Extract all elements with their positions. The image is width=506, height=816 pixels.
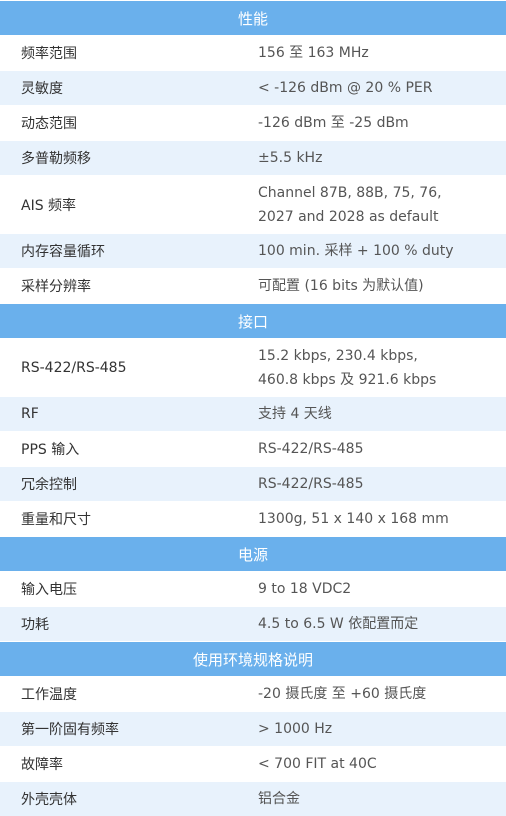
spec-row: 重量和尺寸 1300g, 51 x 140 x 168 mm — [0, 501, 506, 536]
spec-row: 功耗 4.5 to 6.5 W 依配置而定 — [0, 606, 506, 641]
spec-row: 采样分辨率 可配置 (16 bits 为默认值) — [0, 268, 506, 303]
spec-value-line: < 700 FIT at 40C — [258, 756, 377, 772]
section-header: 接口 — [0, 303, 506, 338]
spec-row: 故障率 < 700 FIT at 40C — [0, 746, 506, 781]
spec-label: 多普勒频移 — [21, 151, 91, 167]
spec-label: 频率范围 — [21, 46, 77, 62]
spec-value-line: 4.5 to 6.5 W 依配置而定 — [258, 616, 419, 632]
spec-label: AIS 频率 — [21, 197, 77, 214]
spec-value: < 700 FIT at 40C — [237, 752, 506, 776]
spec-value-line: > 1000 Hz — [258, 721, 333, 737]
spec-value-line: Channel 87B, 88B, 75, 76, — [258, 184, 442, 201]
spec-row: AIS 频率 Channel 87B, 88B, 75, 76, 2027 and … — [0, 175, 506, 233]
spec-row: 内存容量循环 100 min. 采样 + 100 % duty — [0, 233, 506, 268]
section-header: 性能 — [0, 0, 506, 35]
spec-value: 15.2 kbps, 230.4 kbps, 460.8 kbps 及 921.6… — [237, 344, 506, 392]
spec-value-line: 460.8 kbps 及 921.6 kbps — [258, 371, 437, 388]
spec-row: 多普勒频移 ±5.5 kHz — [0, 140, 506, 175]
spec-value: ±5.5 kHz — [237, 146, 506, 170]
spec-value-line: -126 dBm 至 -25 dBm — [258, 115, 409, 131]
spec-label: PPS 输入 — [21, 442, 80, 458]
section-header: 使用环境规格说明 — [0, 641, 506, 676]
spec-value: 156 至 163 MHz — [237, 41, 506, 65]
spec-label: 外壳壳体 — [21, 792, 77, 808]
spec-value: 4.5 to 6.5 W 依配置而定 — [237, 612, 506, 636]
spec-value: RS-422/RS-485 — [237, 437, 506, 461]
spec-value: -126 dBm 至 -25 dBm — [237, 111, 506, 135]
spec-value-line: RS-422/RS-485 — [258, 476, 364, 492]
spec-value: 支持 4 天线 — [237, 402, 506, 426]
spec-value-line: 9 to 18 VDC2 — [258, 581, 352, 597]
spec-value: < -126 dBm @ 20 % PER — [237, 76, 506, 100]
spec-value: 9 to 18 VDC2 — [237, 577, 506, 601]
spec-row: 输入电压 9 to 18 VDC2 — [0, 571, 506, 606]
spec-row: 动态范围 -126 dBm 至 -25 dBm — [0, 105, 506, 140]
spec-value: RS-422/RS-485 — [237, 472, 506, 496]
spec-label: 内存容量循环 — [21, 244, 105, 260]
spec-value-line: 15.2 kbps, 230.4 kbps, — [258, 347, 418, 364]
spec-value-line: 156 至 163 MHz — [258, 45, 369, 61]
spec-label: 冗余控制 — [21, 477, 77, 493]
spec-value: 1300g, 51 x 140 x 168 mm — [237, 507, 506, 531]
spec-row: PPS 输入 RS-422/RS-485 — [0, 431, 506, 466]
spec-row: 第一阶固有频率 > 1000 Hz — [0, 711, 506, 746]
spec-row: RS-422/RS-485 15.2 kbps, 230.4 kbps, 460.8… — [0, 338, 506, 396]
spec-label: RF — [21, 406, 39, 422]
spec-row: 冗余控制 RS-422/RS-485 — [0, 466, 506, 501]
spec-row: 外壳壳体 铝合金 — [0, 781, 506, 816]
spec-label: 故障率 — [21, 757, 63, 773]
spec-value: 铝合金 — [237, 787, 506, 811]
spec-value-line: 可配置 (16 bits 为默认值) — [258, 278, 424, 294]
spec-value-line: RS-422/RS-485 — [258, 441, 364, 457]
spec-value-line: < -126 dBm @ 20 % PER — [258, 80, 433, 96]
spec-value-line: -20 摄氏度 至 +60 摄氏度 — [258, 686, 427, 702]
spec-value-line: 100 min. 采样 + 100 % duty — [258, 243, 454, 259]
spec-label: 输入电压 — [21, 582, 77, 598]
spec-label: 灵敏度 — [21, 81, 63, 97]
spec-value-line: 2027 and 2028 as default — [258, 208, 439, 225]
spec-value: -20 摄氏度 至 +60 摄氏度 — [237, 682, 506, 706]
spec-value: 100 min. 采样 + 100 % duty — [237, 239, 506, 263]
spec-label: 第一阶固有频率 — [21, 722, 119, 738]
spec-label: 工作温度 — [21, 687, 77, 703]
spec-label: 功耗 — [21, 617, 49, 633]
spec-value-line: ±5.5 kHz — [258, 150, 323, 166]
spec-value-line: 1300g, 51 x 140 x 168 mm — [258, 511, 449, 527]
spec-label: 采样分辨率 — [21, 279, 91, 295]
section-header: 电源 — [0, 536, 506, 571]
spec-value-line: 铝合金 — [258, 791, 300, 807]
spec-label: 重量和尺寸 — [21, 512, 91, 528]
spec-row: 灵敏度 < -126 dBm @ 20 % PER — [0, 70, 506, 105]
spec-row: 频率范围 156 至 163 MHz — [0, 35, 506, 70]
spec-value: > 1000 Hz — [237, 717, 506, 741]
spec-row: 工作温度 -20 摄氏度 至 +60 摄氏度 — [0, 676, 506, 711]
spec-value-line: 支持 4 天线 — [258, 406, 332, 422]
spec-label: RS-422/RS-485 — [21, 359, 127, 376]
spec-row: RF 支持 4 天线 — [0, 396, 506, 431]
spec-label: 动态范围 — [21, 116, 77, 132]
spec-value: Channel 87B, 88B, 75, 76, 2027 and 2028 a… — [237, 181, 506, 229]
spec-value: 可配置 (16 bits 为默认值) — [237, 274, 506, 298]
